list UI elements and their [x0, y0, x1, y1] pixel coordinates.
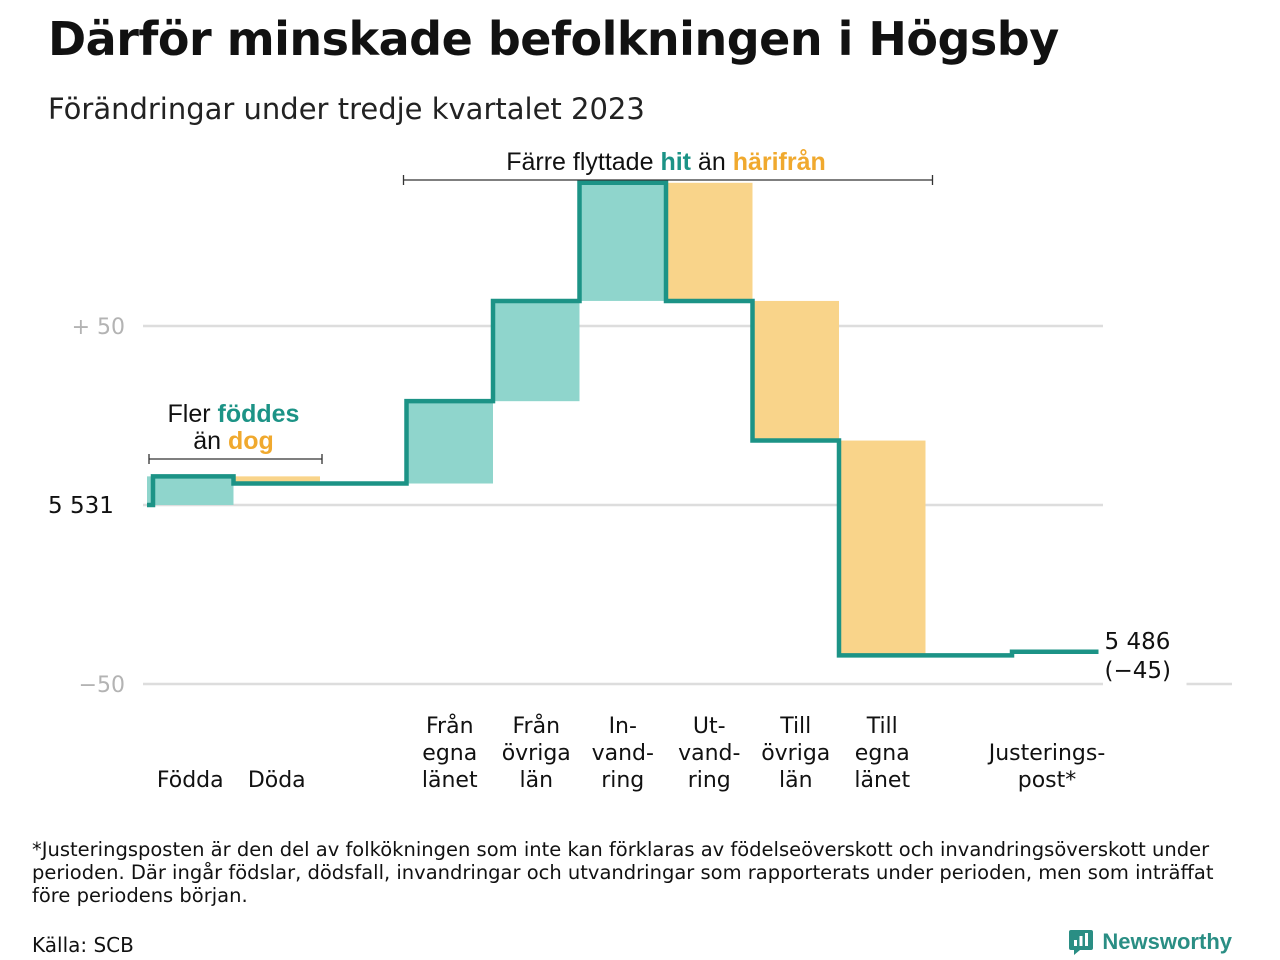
x-tick-label: Från [426, 713, 474, 739]
x-tick-label: vand- [592, 741, 654, 766]
x-tick-label: ring [601, 768, 644, 793]
x-tick-label: övriga [761, 741, 830, 766]
source-note: Källa: SCB [32, 933, 134, 957]
x-tick-label: post* [1018, 768, 1077, 793]
start-value-label: 5 531 [48, 493, 114, 519]
increase-bar [406, 401, 493, 484]
newsworthy-logo[interactable]: Newsworthy [1068, 928, 1232, 956]
footnote: *Justeringsposten är den del av folkökni… [32, 838, 1214, 907]
x-tick-label: Till [779, 714, 811, 739]
x-tick-label: egna [855, 741, 910, 766]
newsworthy-logo-icon [1069, 930, 1094, 955]
increase-bar [147, 476, 234, 505]
decrease-bar [233, 476, 320, 484]
cumulative-step-line [147, 180, 1099, 658]
x-tick-label: Döda [248, 768, 306, 793]
x-tick-label: ring [688, 768, 731, 793]
moves-annotation-text: Färre flyttade hit än härifrån [506, 148, 826, 176]
x-tick-label: län [519, 768, 553, 793]
chart-title: Därför minskade befolkningen i Högsby [48, 12, 1059, 66]
x-tick-label: län [779, 768, 813, 793]
end-value-label: (−45) [1105, 658, 1171, 684]
x-tick-label: länet [422, 768, 478, 793]
end-value-label: 5 486 [1105, 629, 1171, 655]
x-tick-label: Justerings- [987, 741, 1106, 766]
decrease-bar [752, 300, 839, 441]
brand-name: Newsworthy [1102, 929, 1232, 954]
y-tick-label: −50 [79, 673, 125, 698]
x-tick-label: länet [854, 768, 910, 793]
y-tick-label: + 50 [72, 315, 125, 340]
x-tick-label: In- [609, 714, 637, 739]
decrease-bar [666, 182, 753, 301]
decrease-bar [839, 440, 926, 656]
x-tick-label: övriga [502, 741, 571, 766]
x-tick-label: Ut- [693, 714, 726, 739]
births-annotation-text: Fler föddes [168, 400, 300, 428]
x-tick-label: egna [422, 741, 477, 766]
x-tick-label: vand- [678, 741, 740, 766]
x-tick-label: Till [866, 714, 898, 739]
births-annotation-text: än dog [193, 427, 274, 455]
x-tick-label: Födda [157, 768, 224, 793]
increase-bar [579, 182, 666, 301]
x-tick-label: Från [512, 713, 560, 739]
chart-subtitle: Förändringar under tredje kvartalet 2023 [48, 92, 645, 126]
increase-bar [493, 300, 580, 402]
